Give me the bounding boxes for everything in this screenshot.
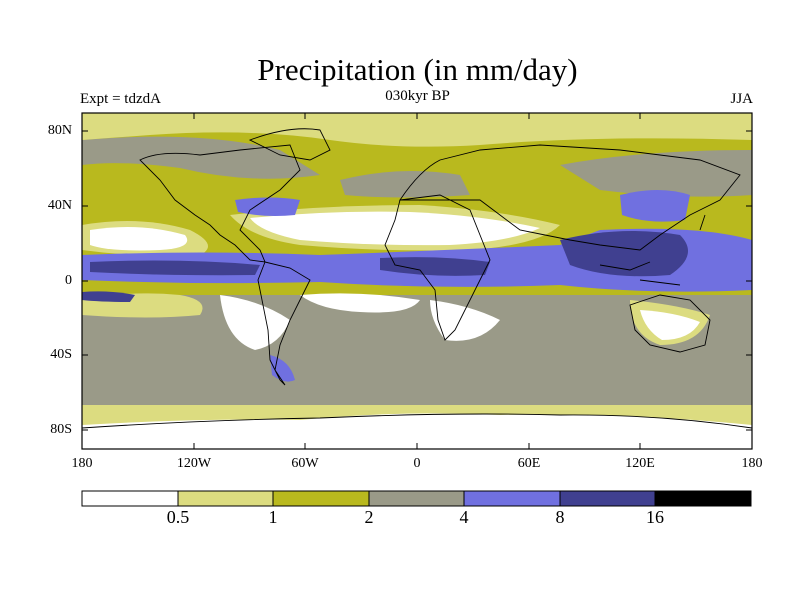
colorbar-bin-1 xyxy=(81,490,179,507)
lon-label-120w: 120W xyxy=(176,456,212,471)
lat-label-80n: 80N xyxy=(47,123,72,138)
tick-marks xyxy=(82,113,752,449)
lat-label-40s: 40S xyxy=(50,347,72,362)
colorbar-label: 2 xyxy=(364,507,374,527)
colorbar-label: 1 xyxy=(268,507,278,527)
colorbar-label: 4 xyxy=(459,507,469,527)
colorbar-bin-3 xyxy=(272,490,370,507)
lon-label-0: 0 xyxy=(413,456,421,471)
precip-fields xyxy=(82,113,752,449)
colorbar-bin-4 xyxy=(368,490,465,507)
lon-label-60w: 60W xyxy=(291,456,319,471)
lat-label-40n: 40N xyxy=(47,198,72,213)
colorbar-bin-6 xyxy=(559,490,656,507)
page-title: Precipitation (in mm/day) xyxy=(257,52,578,87)
colorbar-label: 0.5 xyxy=(166,507,190,527)
lon-label-60e: 60E xyxy=(517,456,541,471)
lon-label-120e: 120E xyxy=(625,456,655,471)
lon-label-180e: 180 xyxy=(741,456,763,471)
colorbar-bin-5 xyxy=(463,490,561,507)
colorbar-bin-7 xyxy=(654,490,752,507)
lon-label-180w: 180 xyxy=(71,456,93,471)
colorbar-label: 16 xyxy=(646,507,664,527)
period-label: 030kyr BP xyxy=(385,88,450,104)
colorbar xyxy=(81,490,752,507)
season-label: JJA xyxy=(730,91,753,107)
experiment-label: Expt = tdzdA xyxy=(80,91,161,107)
colorbar-label: 8 xyxy=(555,507,565,527)
coastlines xyxy=(81,128,753,429)
colorbar-bin-2 xyxy=(177,490,274,507)
lat-label-80s: 80S xyxy=(50,422,72,437)
lat-label-0: 0 xyxy=(65,273,72,288)
